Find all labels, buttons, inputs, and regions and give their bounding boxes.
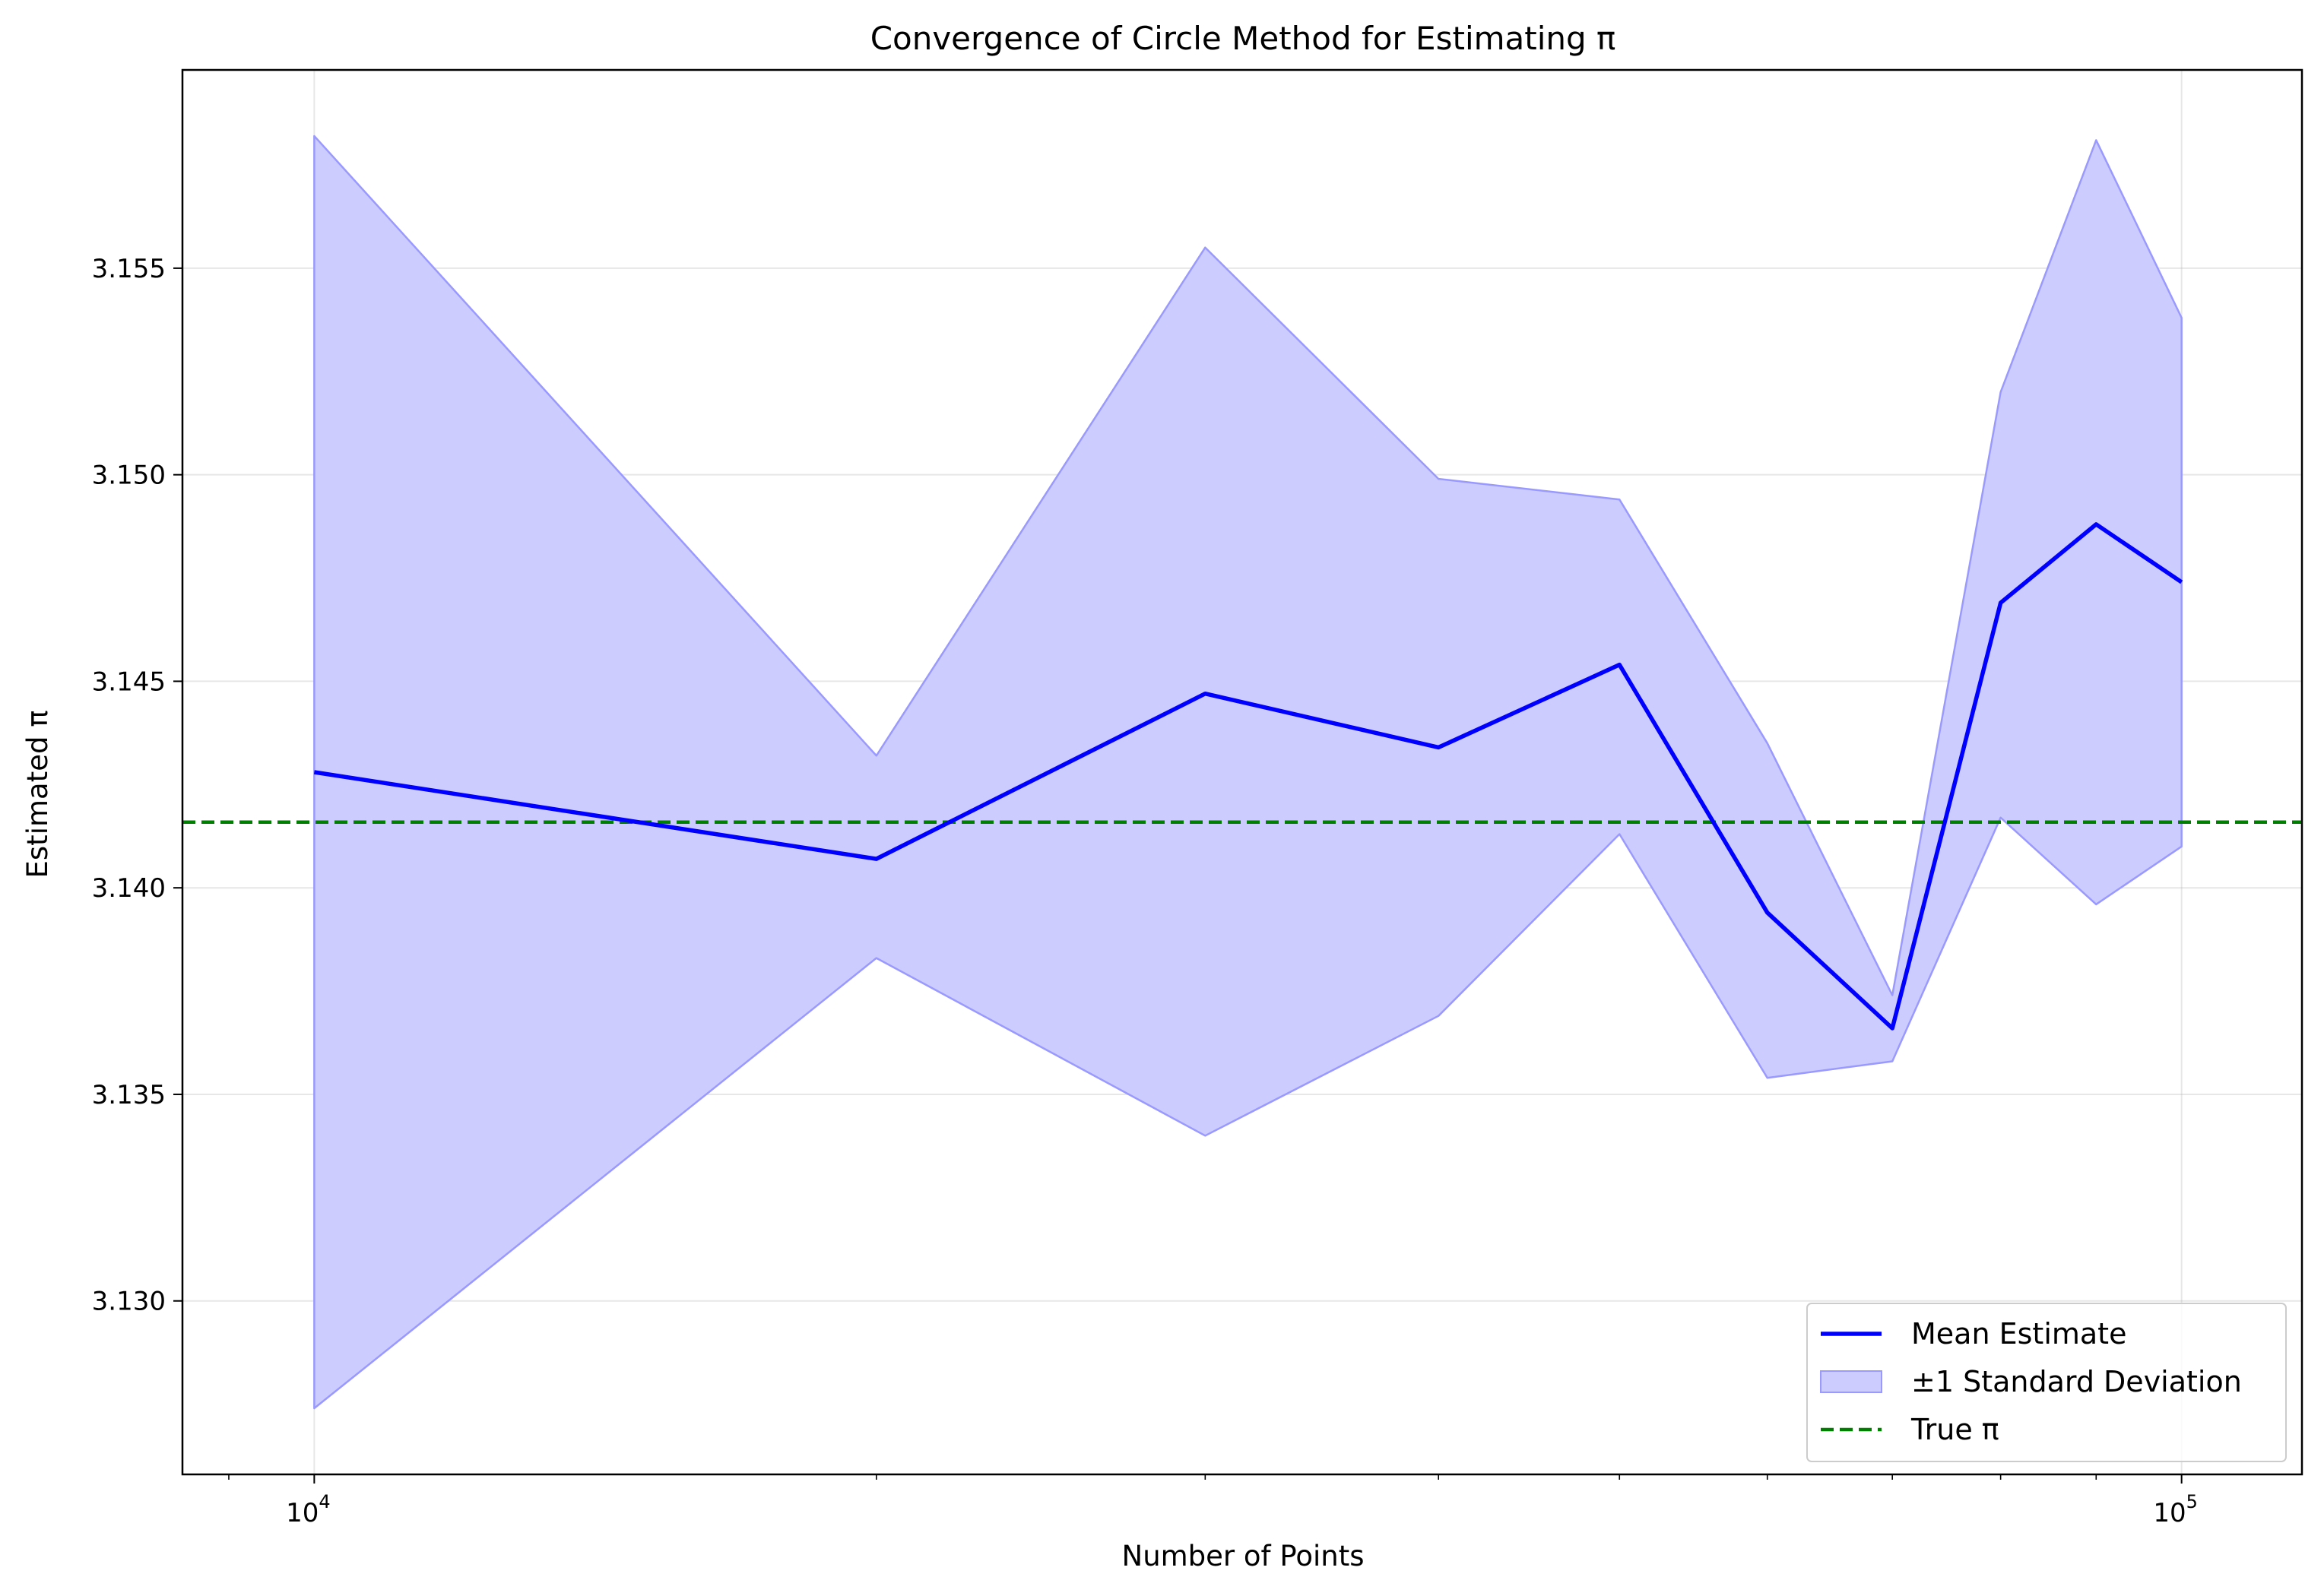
y-tick-label: 3.135 bbox=[92, 1080, 166, 1110]
x-tick-label: 105 bbox=[2153, 1491, 2198, 1528]
legend-swatch-band bbox=[1820, 1370, 1882, 1393]
x-axis: 104 105 bbox=[228, 1474, 2198, 1528]
y-tick-label: 3.155 bbox=[92, 254, 166, 284]
std-band bbox=[313, 135, 2183, 1410]
legend-label: ±1 Standard Deviation bbox=[1911, 1365, 2242, 1398]
chart-title: Convergence of Circle Method for Estimat… bbox=[870, 20, 1616, 57]
y-tick-label: 3.145 bbox=[92, 667, 166, 697]
y-axis: 3.130 3.135 3.140 3.145 3.150 3.155 bbox=[92, 254, 182, 1317]
x-tick-exponent: 5 bbox=[2186, 1491, 2198, 1512]
y-tick-label: 3.150 bbox=[92, 461, 166, 491]
x-axis-label: Number of Points bbox=[1122, 1540, 1365, 1572]
plot-frame bbox=[181, 68, 2303, 1476]
y-tick-label: 3.130 bbox=[92, 1287, 166, 1317]
x-tick-exponent: 4 bbox=[319, 1491, 330, 1512]
legend-label: Mean Estimate bbox=[1911, 1317, 2126, 1351]
legend-box bbox=[1806, 1303, 2287, 1462]
std-band-layer bbox=[313, 135, 2183, 1410]
legend: Mean Estimate ±1 Standard Deviation True π bbox=[1806, 1303, 2287, 1462]
mean-estimate-line bbox=[313, 522, 2183, 1031]
y-axis-label: Estimated π bbox=[21, 711, 54, 879]
series-layer bbox=[182, 522, 2302, 1031]
y-tick-label: 3.140 bbox=[92, 873, 166, 904]
legend-label: True π bbox=[1910, 1413, 1999, 1446]
